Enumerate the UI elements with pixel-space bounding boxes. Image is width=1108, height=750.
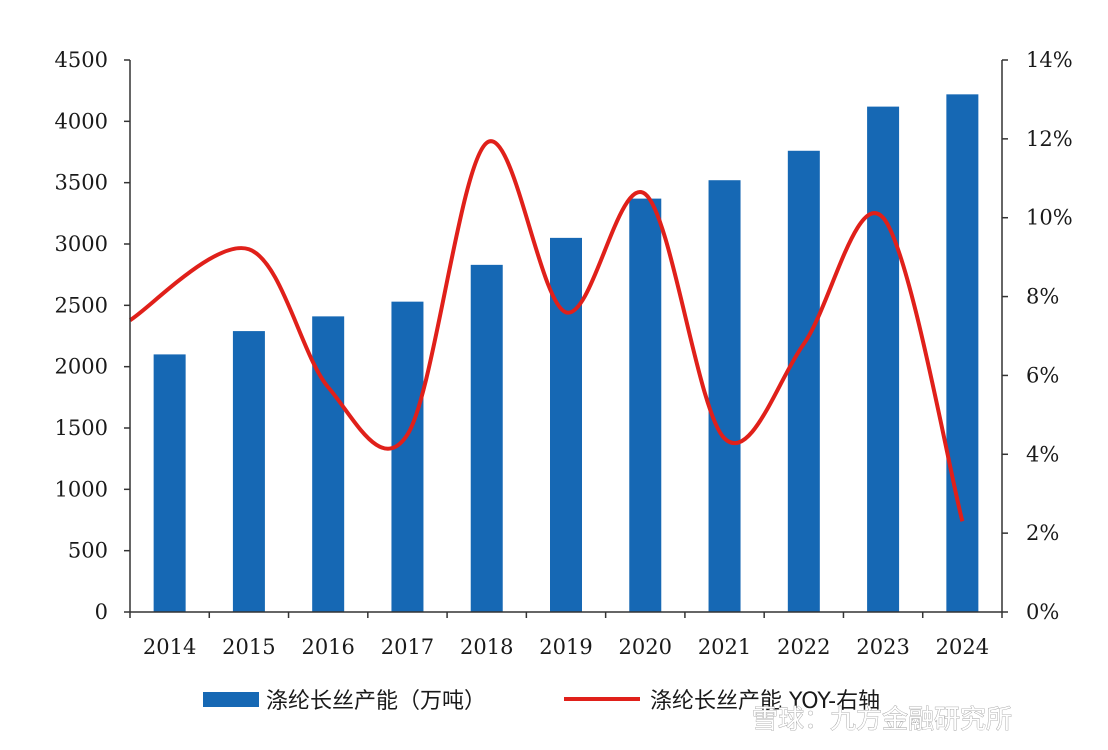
legend-bar-label: 涤纶长丝产能（万吨） xyxy=(266,689,486,714)
x-tick-label: 2015 xyxy=(222,635,275,659)
bar-2024 xyxy=(946,94,979,612)
right-tick-label: 2% xyxy=(1026,521,1059,545)
bar-2023 xyxy=(867,106,900,612)
legend-line-label: 涤纶长丝产能 YOY-右轴 xyxy=(650,689,880,714)
left-tick-label: 0 xyxy=(95,600,108,624)
right-tick-label: 8% xyxy=(1026,285,1059,309)
right-tick-label: 14% xyxy=(1026,48,1073,72)
bar-2016 xyxy=(312,316,345,612)
left-tick-label: 2000 xyxy=(55,355,108,379)
legend: 涤纶长丝产能（万吨） 涤纶长丝产能 YOY-右轴 xyxy=(203,689,880,714)
x-tick-label: 2023 xyxy=(856,635,909,659)
axes xyxy=(129,60,1003,613)
legend-bar-swatch xyxy=(203,692,259,707)
bar-series xyxy=(153,94,979,613)
bar-2020 xyxy=(629,198,662,612)
left-tick-label: 3500 xyxy=(55,171,108,195)
bar-2014 xyxy=(153,354,186,612)
x-tick-label: 2014 xyxy=(143,635,196,659)
right-axis-ticks: 0% 2% 4% 6% 8% 10% 12% 14% xyxy=(1002,48,1073,624)
watermark: 雪球：九方金融研究所 xyxy=(752,705,1012,735)
left-tick-label: 4500 xyxy=(55,48,108,72)
bar-2019 xyxy=(550,237,582,612)
bar-2015 xyxy=(232,331,265,612)
x-tick-label: 2020 xyxy=(619,635,672,659)
x-tick-label: 2021 xyxy=(698,635,751,659)
bar-2018 xyxy=(470,264,503,612)
x-tick-label: 2022 xyxy=(777,635,830,659)
right-tick-label: 0% xyxy=(1026,600,1059,624)
left-tick-label: 1500 xyxy=(55,416,108,440)
left-tick-label: 500 xyxy=(68,539,108,563)
bar-2022 xyxy=(787,150,820,613)
bar-2017 xyxy=(391,301,424,612)
bar-2021 xyxy=(708,180,741,613)
x-tick-label: 2017 xyxy=(381,635,434,659)
left-tick-label: 3000 xyxy=(55,232,108,256)
x-tick-label: 2019 xyxy=(539,635,592,659)
left-axis-ticks: 0 500 1000 1500 2000 2500 3000 3500 4000 4500 xyxy=(55,48,130,624)
right-tick-label: 6% xyxy=(1026,363,1059,387)
x-tick-label: 2024 xyxy=(936,635,989,659)
x-tick-label: 2018 xyxy=(460,635,513,659)
left-tick-label: 1000 xyxy=(55,477,108,501)
left-tick-label: 2500 xyxy=(55,293,108,317)
x-axis-ticks: 2014 2015 2016 2017 2018 2019 2020 2021 2022 2023… xyxy=(129,612,1003,659)
x-tick-label: 2016 xyxy=(301,635,354,659)
left-tick-label: 4000 xyxy=(55,109,108,133)
right-tick-label: 4% xyxy=(1026,442,1059,466)
right-tick-label: 12% xyxy=(1026,127,1073,151)
right-tick-label: 10% xyxy=(1026,206,1073,230)
yoy-line xyxy=(128,139,965,522)
